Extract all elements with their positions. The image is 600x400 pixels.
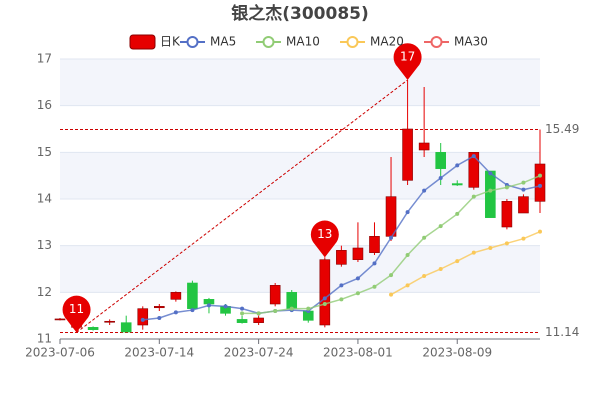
legend-swatch	[262, 36, 275, 48]
candle-body	[352, 247, 364, 260]
candle-body	[154, 306, 165, 309]
grid-band	[60, 152, 540, 199]
pin	[310, 220, 339, 258]
candle-body	[269, 285, 281, 305]
x-tick-label: 2023-07-06	[25, 346, 95, 360]
x-tick-label: 2023-08-01	[323, 346, 393, 360]
legend-label: MA10	[286, 35, 320, 49]
legend-swatch	[346, 36, 359, 48]
candle-body	[435, 152, 446, 169]
legend-label: MA30	[454, 35, 488, 49]
pin-label: 11	[69, 302, 84, 316]
mark-line-label: 11.14	[545, 325, 579, 339]
candle-body	[418, 142, 430, 151]
candle-body	[319, 259, 331, 326]
y-tick-label: 15	[37, 145, 52, 159]
pin	[393, 43, 422, 80]
candle-body	[54, 318, 66, 321]
y-tick-label: 14	[37, 192, 52, 206]
y-tick-label: 12	[37, 285, 52, 299]
y-tick-label: 17	[37, 52, 52, 66]
y-tick-label: 16	[37, 98, 52, 112]
legend-item[interactable]: MA20	[340, 35, 404, 49]
candle-body	[468, 152, 480, 188]
ma-line	[142, 155, 541, 321]
candle-body	[286, 292, 298, 309]
legend-item[interactable]: MA5	[180, 35, 236, 49]
candle-body	[485, 170, 496, 218]
ma-line	[390, 230, 541, 296]
x-tick-label: 2023-08-09	[422, 346, 492, 360]
candle-body	[170, 292, 182, 300]
pin	[62, 295, 91, 333]
x-tick-label: 2023-07-24	[224, 346, 294, 360]
ma-line	[242, 174, 541, 315]
candle-body	[104, 320, 115, 323]
candle-body	[236, 319, 248, 323]
trend-line	[76, 79, 408, 333]
pin-label: 13	[317, 227, 332, 241]
candle-body	[402, 128, 413, 181]
legend-swatch	[430, 36, 443, 48]
legend-label: 日K	[160, 35, 181, 49]
grid-band	[60, 59, 540, 106]
legend-swatch	[129, 34, 156, 50]
x-tick-label: 2023-07-14	[124, 346, 194, 360]
candle-body	[534, 163, 546, 202]
candle-body	[203, 299, 215, 305]
candle-body	[253, 317, 264, 323]
grid-band	[60, 245, 540, 293]
legend-label: MA5	[210, 35, 236, 49]
candle-body	[336, 250, 347, 265]
candle-body	[518, 196, 529, 214]
legend-item[interactable]: 日K	[129, 34, 181, 50]
candle-body	[501, 201, 513, 228]
legend-swatch	[186, 36, 199, 48]
y-tick-label: 13	[37, 238, 52, 252]
candle-body	[137, 308, 149, 326]
legend-label: MA20	[370, 35, 404, 49]
candle-body	[451, 183, 463, 186]
chart-title: 银之杰(300085)	[231, 3, 369, 24]
pin-label: 17	[400, 50, 415, 64]
legend-item[interactable]: MA30	[424, 35, 488, 49]
y-tick-label: 11	[37, 332, 52, 346]
candle-body	[187, 282, 198, 309]
candle-body	[385, 196, 397, 237]
legend-item[interactable]: MA10	[256, 35, 320, 49]
candle-body	[120, 322, 132, 333]
mark-line-label: 15.49	[545, 122, 579, 136]
candle-body	[87, 327, 99, 330]
candle-body	[369, 236, 380, 253]
